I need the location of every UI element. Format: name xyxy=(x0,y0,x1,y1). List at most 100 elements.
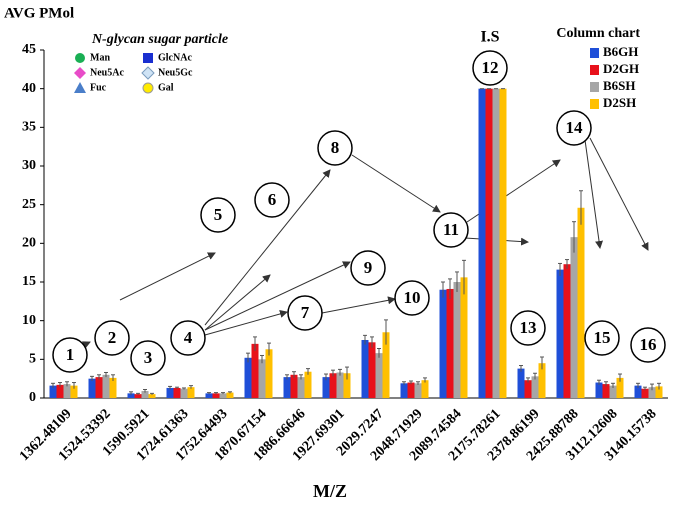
glycan-symbol xyxy=(141,66,155,80)
annotation-circle xyxy=(556,110,592,146)
bar xyxy=(414,383,422,398)
bar xyxy=(382,332,390,398)
bar xyxy=(205,393,213,398)
bar xyxy=(148,394,156,398)
y-axis-label: AVG PMol xyxy=(4,5,74,21)
annotation-number: 14 xyxy=(566,118,584,137)
bar xyxy=(517,368,525,398)
bar xyxy=(290,374,298,398)
bar xyxy=(173,387,181,398)
y-tick-label: 35 xyxy=(22,120,36,135)
x-axis-label: M/Z xyxy=(313,481,347,501)
bar xyxy=(187,387,195,398)
bar xyxy=(478,88,486,399)
annotation-circle xyxy=(394,280,430,316)
y-tick-label: 40 xyxy=(22,81,36,96)
bar xyxy=(265,349,273,398)
glycan-symbol xyxy=(143,53,153,63)
bar xyxy=(329,373,337,398)
annotation-circle xyxy=(287,295,323,331)
annotation-number: 5 xyxy=(214,205,223,224)
legend-label: D2SH xyxy=(603,95,636,110)
bar xyxy=(95,377,103,398)
bar xyxy=(460,277,468,398)
bar xyxy=(499,88,507,399)
bar xyxy=(492,88,500,399)
bar xyxy=(283,377,291,398)
annotation-circle xyxy=(94,320,130,356)
bar xyxy=(244,357,252,398)
bar xyxy=(343,373,351,398)
annotation-number: 6 xyxy=(268,190,277,209)
annotation-circle xyxy=(433,212,469,248)
annotation-number: 7 xyxy=(301,303,310,322)
glycan-legend-label: GlcNAc xyxy=(158,52,192,63)
y-tick-label: 30 xyxy=(22,158,36,173)
bar xyxy=(570,237,578,398)
annotation-number: 15 xyxy=(594,328,611,347)
bar xyxy=(595,382,603,398)
annotation-circle xyxy=(170,320,206,356)
bar xyxy=(141,391,149,398)
legend-label: B6SH xyxy=(603,78,636,93)
annotation-circle xyxy=(472,50,508,86)
y-tick-label: 25 xyxy=(22,197,36,212)
legend-swatch xyxy=(590,82,599,92)
legend-label: D2GH xyxy=(603,61,639,76)
annotation-number: 12 xyxy=(482,58,499,77)
bar xyxy=(602,384,610,398)
annotation-number: 13 xyxy=(520,318,537,337)
annotation-number: 10 xyxy=(404,288,421,307)
bar xyxy=(219,393,227,398)
bar xyxy=(556,269,564,398)
bar xyxy=(297,377,305,398)
annotation-number: 2 xyxy=(108,328,117,347)
bar xyxy=(453,282,461,398)
y-tick-label: 15 xyxy=(22,274,36,289)
annotation-circle xyxy=(130,340,166,376)
bar xyxy=(226,392,234,398)
legend-swatch xyxy=(590,99,599,109)
annotation-circle xyxy=(350,250,386,286)
y-tick-label: 20 xyxy=(22,236,36,251)
bar xyxy=(485,88,493,399)
bar xyxy=(70,385,78,398)
annotation-circle xyxy=(200,197,236,233)
glycan-symbol xyxy=(74,67,86,79)
bar xyxy=(102,374,110,398)
bar xyxy=(368,342,376,398)
glycan-legend-label: Neu5Gc xyxy=(158,67,193,78)
annotation-number: 16 xyxy=(640,335,657,354)
glycan-symbol xyxy=(74,82,86,93)
glycan-symbol xyxy=(75,53,85,63)
annotation-number: 8 xyxy=(331,138,340,157)
bar xyxy=(524,380,532,398)
bar xyxy=(446,288,454,398)
internal-standard-label: I.S xyxy=(480,29,499,46)
annotation-circle xyxy=(52,337,88,373)
bar xyxy=(400,383,408,398)
bar xyxy=(361,340,369,398)
bar xyxy=(212,393,220,398)
annotation-number: 4 xyxy=(184,328,193,347)
annotation-circle xyxy=(317,130,353,166)
bar xyxy=(407,382,415,398)
bar xyxy=(166,387,174,398)
glycan-legend-label: Man xyxy=(90,52,110,63)
bar xyxy=(88,378,96,398)
bar xyxy=(63,384,71,398)
annotation-circle xyxy=(630,327,666,363)
bar xyxy=(304,371,312,398)
y-tick-label: 45 xyxy=(22,42,36,57)
bar xyxy=(577,207,585,398)
bar xyxy=(641,388,649,398)
bar xyxy=(109,377,117,398)
bar xyxy=(648,387,656,398)
legend-swatch xyxy=(590,48,599,58)
bar xyxy=(127,393,135,398)
annotation-circle xyxy=(584,320,620,356)
annotation-number: 1 xyxy=(66,345,75,364)
bar xyxy=(421,380,429,398)
bar xyxy=(251,343,259,398)
glycan-legend-label: Fuc xyxy=(90,82,107,93)
